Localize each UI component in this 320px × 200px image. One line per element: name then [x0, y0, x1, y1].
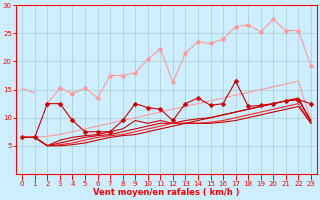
- X-axis label: Vent moyen/en rafales ( km/h ): Vent moyen/en rafales ( km/h ): [93, 188, 240, 197]
